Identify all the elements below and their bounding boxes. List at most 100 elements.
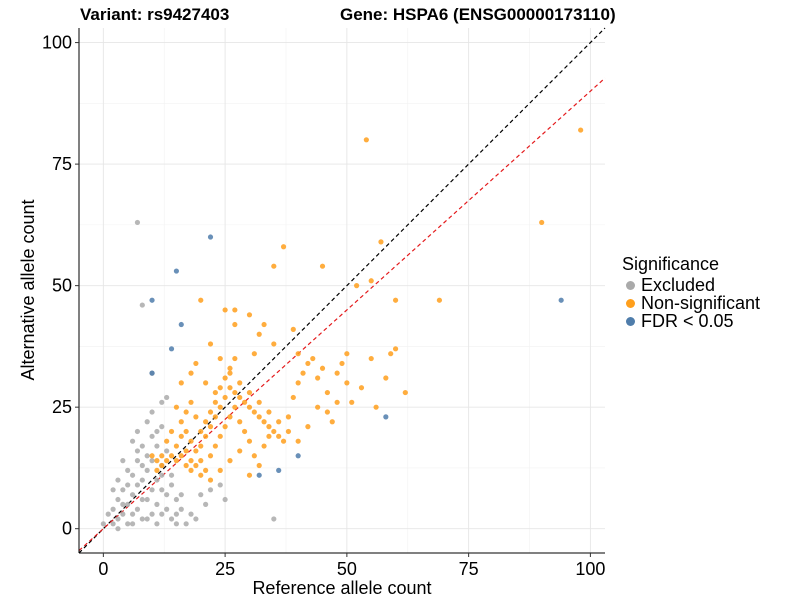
point-excluded (139, 516, 145, 522)
point-non-significant (183, 462, 189, 469)
point-excluded (173, 521, 180, 527)
point-non-significant (344, 380, 350, 386)
point-excluded (164, 448, 170, 454)
point-non-significant (334, 399, 340, 405)
point-non-significant (164, 438, 170, 444)
point-non-significant (188, 467, 194, 473)
point-non-significant (183, 448, 189, 454)
point-non-significant (222, 307, 228, 313)
point-non-significant (178, 433, 184, 439)
point-non-significant (203, 419, 209, 425)
point-non-significant (222, 424, 228, 430)
point-excluded (154, 521, 160, 527)
point-non-significant (198, 458, 204, 464)
y-tick-label: 25 (52, 397, 72, 417)
point-non-significant (217, 385, 223, 391)
x-axis-label: Reference allele count (252, 578, 431, 598)
point-non-significant (217, 467, 223, 473)
point-non-significant (246, 389, 253, 396)
point-fdr-0-05 (558, 297, 564, 303)
point-non-significant (261, 321, 267, 328)
point-non-significant (354, 283, 360, 289)
point-excluded (154, 477, 160, 483)
point-excluded (271, 516, 277, 522)
point-excluded (183, 521, 189, 527)
point-non-significant (207, 453, 214, 459)
point-fdr-0-05 (173, 268, 180, 274)
point-non-significant (339, 360, 345, 367)
point-non-significant (349, 399, 355, 405)
point-non-significant (232, 355, 238, 362)
point-non-significant (159, 462, 165, 469)
point-non-significant (271, 263, 277, 269)
point-non-significant (363, 137, 369, 143)
reference-line-fit (78, 77, 606, 552)
point-non-significant (246, 404, 253, 410)
legend-item-fdr: FDR < 0.05 (622, 311, 760, 331)
axes: 0 25 50 75 100 0 25 50 75 100 (42, 28, 605, 579)
point-non-significant (183, 409, 189, 415)
point-excluded (159, 399, 165, 405)
x-tick-label: 0 (98, 559, 108, 579)
legend-key-non-significant (626, 298, 635, 308)
point-non-significant (212, 443, 218, 449)
point-non-significant (402, 389, 408, 396)
point-non-significant (305, 424, 311, 430)
point-excluded (110, 506, 116, 512)
legend: Significance Excluded Non-significant FD… (622, 254, 760, 331)
point-non-significant (227, 458, 233, 464)
point-non-significant (285, 428, 292, 435)
point-excluded (173, 511, 180, 517)
point-fdr-0-05 (149, 297, 155, 303)
reference-line-identity (78, 27, 606, 554)
x-tick-label: 100 (575, 559, 605, 579)
point-excluded (134, 428, 141, 435)
point-non-significant (154, 467, 160, 473)
point-non-significant (368, 355, 374, 362)
point-excluded (139, 496, 145, 503)
point-fdr-0-05 (207, 234, 214, 240)
point-non-significant (203, 380, 209, 386)
gene-title: Gene: HSPA6 (ENSG00000173110) (340, 5, 616, 24)
point-excluded (129, 511, 136, 517)
x-tick-label: 25 (215, 559, 235, 579)
point-excluded (149, 458, 155, 464)
point-excluded (144, 453, 150, 459)
point-excluded (129, 438, 136, 444)
point-non-significant (241, 428, 248, 435)
point-non-significant (256, 399, 262, 405)
point-excluded (129, 521, 136, 527)
point-excluded (125, 521, 131, 527)
point-non-significant (300, 370, 306, 376)
point-non-significant (256, 331, 262, 337)
point-non-significant (436, 297, 443, 303)
point-non-significant (256, 462, 262, 469)
point-excluded (159, 472, 165, 478)
point-fdr-0-05 (178, 321, 184, 328)
point-non-significant (173, 404, 180, 410)
point-non-significant (188, 438, 194, 444)
point-excluded (159, 487, 165, 493)
point-non-significant (237, 448, 243, 454)
point-non-significant (324, 409, 330, 415)
point-excluded (139, 302, 145, 308)
point-non-significant (237, 394, 243, 401)
point-excluded (115, 477, 121, 483)
y-axis-label: Alternative allele count (18, 199, 38, 380)
point-fdr-0-05 (168, 346, 175, 352)
point-non-significant (168, 428, 175, 435)
point-non-significant (266, 433, 272, 439)
point-non-significant (178, 380, 184, 386)
point-non-significant (319, 263, 326, 269)
point-non-significant (198, 297, 204, 303)
point-excluded (198, 492, 204, 498)
point-fdr-0-05 (383, 414, 389, 420)
point-non-significant (227, 414, 233, 420)
point-non-significant (368, 278, 374, 284)
point-non-significant (173, 443, 180, 449)
point-non-significant (266, 409, 272, 415)
data-points (100, 127, 584, 532)
point-excluded (115, 516, 121, 522)
point-non-significant (241, 399, 248, 405)
point-non-significant (178, 419, 184, 425)
